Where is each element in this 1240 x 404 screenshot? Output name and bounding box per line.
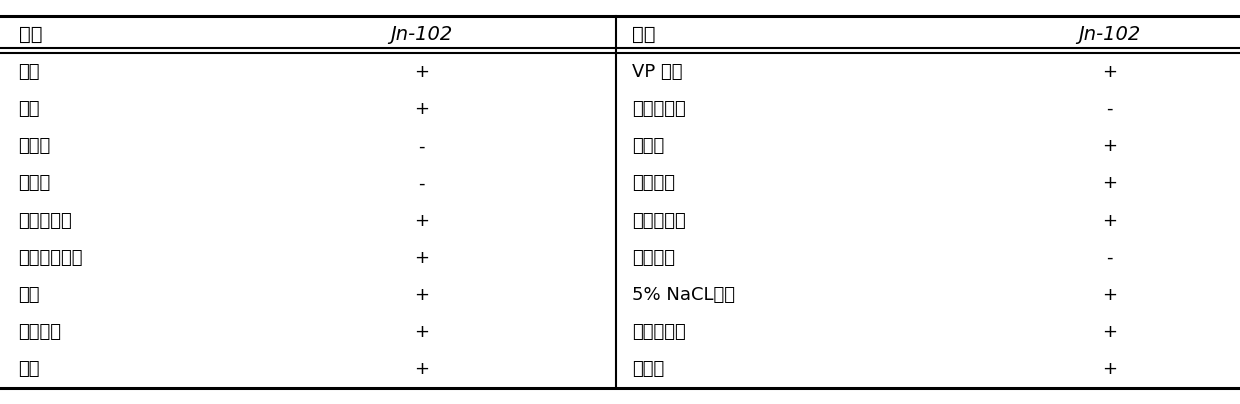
Text: 酰酶: 酰酶 bbox=[19, 360, 40, 378]
Text: -: - bbox=[1106, 249, 1114, 267]
Text: -: - bbox=[418, 175, 425, 192]
Text: -: - bbox=[1106, 100, 1114, 118]
Text: 5% NaCL生长: 5% NaCL生长 bbox=[632, 286, 735, 304]
Text: +: + bbox=[414, 100, 429, 118]
Text: +: + bbox=[1102, 286, 1117, 304]
Text: 磷酸酶: 磷酸酶 bbox=[632, 360, 665, 378]
Text: +: + bbox=[414, 323, 429, 341]
Text: 蔗糖: 蔗糖 bbox=[19, 100, 40, 118]
Text: +: + bbox=[414, 249, 429, 267]
Text: 明胶水解: 明胶水解 bbox=[19, 323, 62, 341]
Text: 甲基红试验: 甲基红试验 bbox=[632, 100, 686, 118]
Text: 项目: 项目 bbox=[632, 25, 656, 44]
Text: +: + bbox=[414, 360, 429, 378]
Text: 丙二酸盐利用: 丙二酸盐利用 bbox=[19, 249, 83, 267]
Text: Jn-102: Jn-102 bbox=[391, 25, 453, 44]
Text: VP 试验: VP 试验 bbox=[632, 63, 683, 81]
Text: +: + bbox=[1102, 360, 1117, 378]
Text: 吵哚试验: 吵哚试验 bbox=[632, 249, 676, 267]
Text: +: + bbox=[1102, 212, 1117, 229]
Text: 甘油: 甘油 bbox=[19, 63, 40, 81]
Text: 山梨醇: 山梨醇 bbox=[19, 175, 51, 192]
Text: +: + bbox=[1102, 137, 1117, 155]
Text: 氧化酶: 氧化酶 bbox=[632, 137, 665, 155]
Text: +: + bbox=[1102, 175, 1117, 192]
Text: +: + bbox=[414, 63, 429, 81]
Text: 项目: 项目 bbox=[19, 25, 42, 44]
Text: 触酶试验: 触酶试验 bbox=[632, 175, 676, 192]
Text: -: - bbox=[418, 137, 425, 155]
Text: 鼠李糖: 鼠李糖 bbox=[19, 137, 51, 155]
Text: 酪蛋白分解: 酪蛋白分解 bbox=[632, 323, 686, 341]
Text: +: + bbox=[1102, 323, 1117, 341]
Text: +: + bbox=[414, 212, 429, 229]
Text: 柠檬酸利用: 柠檬酸利用 bbox=[632, 212, 686, 229]
Text: 硝酸盐还原: 硝酸盐还原 bbox=[19, 212, 72, 229]
Text: 脲酶: 脲酶 bbox=[19, 286, 40, 304]
Text: Jn-102: Jn-102 bbox=[1079, 25, 1141, 44]
Text: +: + bbox=[414, 286, 429, 304]
Text: +: + bbox=[1102, 63, 1117, 81]
